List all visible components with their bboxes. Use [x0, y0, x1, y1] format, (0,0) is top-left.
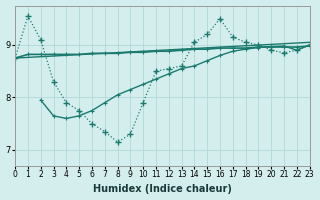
X-axis label: Humidex (Indice chaleur): Humidex (Indice chaleur)	[93, 184, 232, 194]
